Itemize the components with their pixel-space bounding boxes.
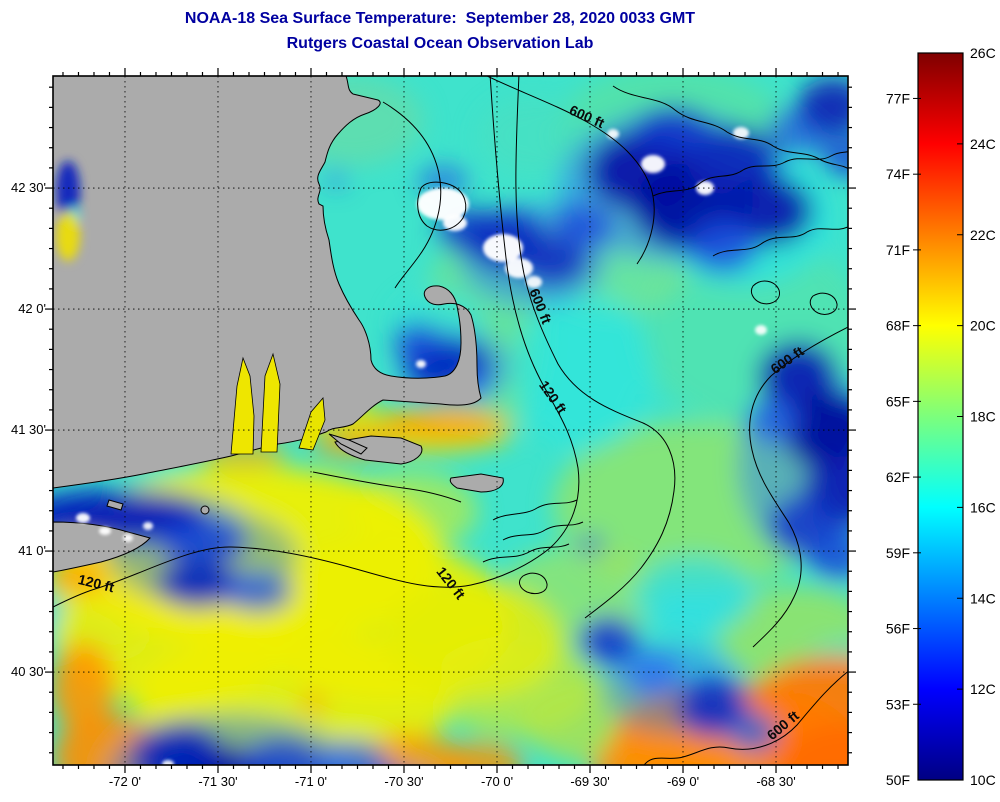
fahrenheit-scale-label: 50F	[886, 772, 910, 788]
elizabeth-islands	[328, 433, 368, 455]
fahrenheit-scale-label: 77F	[886, 90, 910, 106]
fahrenheit-scale-label: 56F	[886, 621, 910, 637]
celsius-scale-label: 10C	[970, 772, 996, 788]
x-tick-label: -71 30'	[198, 774, 237, 789]
x-tick-label: -71 0'	[295, 774, 327, 789]
colorbar: 26C 24C 22C 20C 18C 16C 14C 12C 10C 77F 74F 71F 68F 6…	[886, 45, 996, 788]
fahrenheit-scale-label: 59F	[886, 545, 910, 561]
bathymetry-contours	[53, 76, 848, 765]
y-tick-label: 42 30'	[11, 180, 46, 195]
x-tick-label: -72 0'	[109, 774, 141, 789]
fishers-island	[106, 499, 124, 511]
fahrenheit-scale-label: 65F	[886, 393, 910, 409]
fahrenheit-scale-label: 53F	[886, 696, 910, 712]
y-tick-label: 41 0'	[18, 543, 46, 558]
x-tick-label: -69 0'	[667, 774, 699, 789]
fahrenheit-scale-label: 68F	[886, 318, 910, 334]
cloud-patches	[76, 127, 767, 765]
y-tick-label: 42 0'	[18, 301, 46, 316]
axis-labels: -72 0' -71 30' -71 0' -70 30' -70 0' -69 30' -…	[11, 180, 796, 789]
axis-ticks	[45, 68, 856, 773]
celsius-scale-label: 26C	[970, 45, 996, 61]
y-tick-label: 40 30'	[11, 664, 46, 679]
celsius-scale-label: 22C	[970, 227, 996, 243]
fahrenheit-scale-label: 71F	[886, 242, 910, 258]
celsius-scale-label: 12C	[970, 681, 996, 697]
bays	[230, 352, 326, 455]
fahrenheit-scale-label: 74F	[886, 166, 910, 182]
land-artifact	[56, 161, 81, 261]
fahrenheit-scale-label: 62F	[886, 469, 910, 485]
celsius-scale-label: 18C	[970, 409, 996, 425]
celsius-scale-label: 24C	[970, 136, 996, 152]
mainland-new-england	[53, 76, 482, 489]
colorbar-labels: 26C 24C 22C 20C 18C 16C 14C 12C 10C 77F 74F 71F 68F 6…	[886, 45, 996, 788]
x-tick-label: -70 30'	[384, 774, 423, 789]
x-tick-label: -69 30'	[570, 774, 609, 789]
nantucket	[449, 473, 504, 493]
celsius-scale-label: 20C	[970, 318, 996, 334]
block-island	[200, 505, 210, 515]
colorbar-bar	[917, 52, 964, 781]
figure-subtitle: Rutgers Coastal Ocean Observation Lab	[287, 35, 594, 52]
x-tick-label: -70 0'	[481, 774, 513, 789]
figure-title: NOAA-18 Sea Surface Temperature: Septemb…	[185, 10, 695, 27]
y-tick-label: 41 30'	[11, 422, 46, 437]
celsius-scale-label: 16C	[970, 499, 996, 515]
sst-map	[53, 76, 848, 765]
x-tick-label: -68 30'	[756, 774, 795, 789]
celsius-scale-label: 14C	[970, 590, 996, 606]
